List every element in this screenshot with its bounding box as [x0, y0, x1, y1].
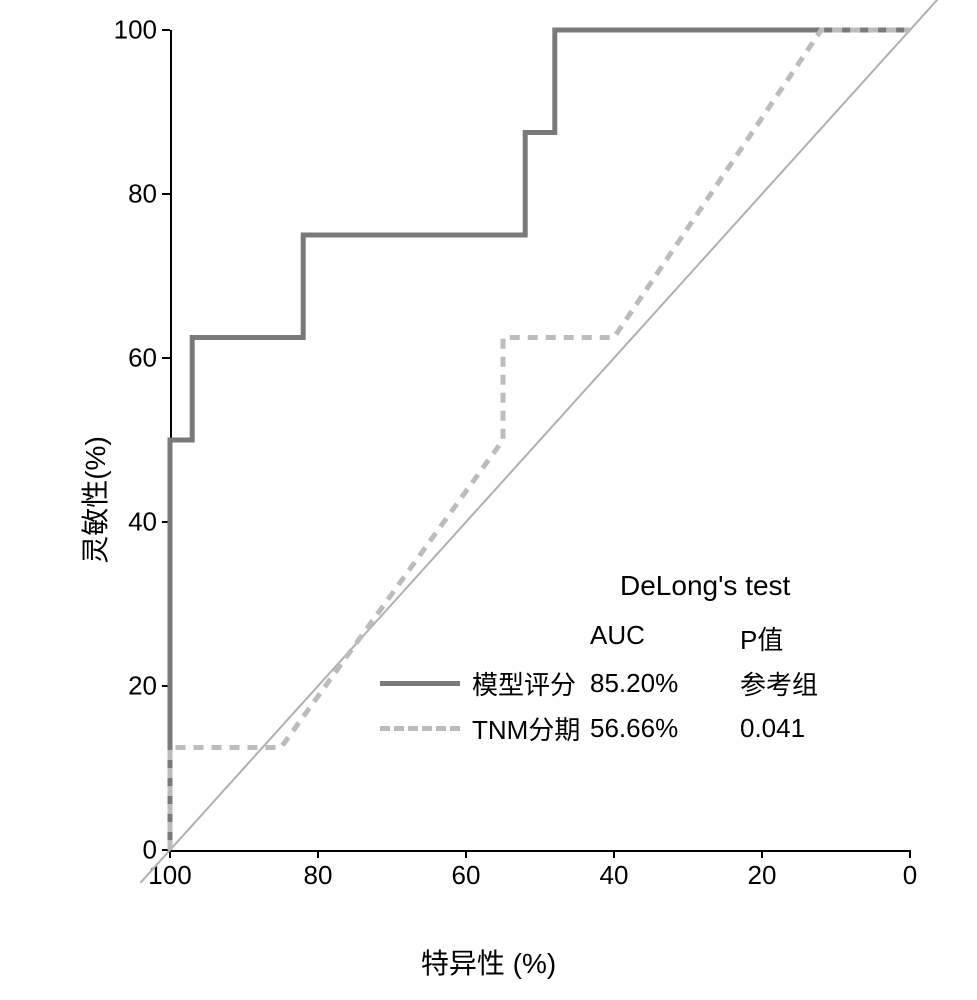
y-axis-label: 灵敏性(%) [74, 436, 114, 564]
legend-series-pvalue: 0.041 [740, 713, 890, 744]
x-tick-label: 60 [452, 860, 481, 891]
x-tick-label: 80 [304, 860, 333, 891]
delong-test-label: DeLong's test [620, 570, 790, 602]
y-tick-mark [162, 357, 170, 359]
x-tick-label: 20 [748, 860, 777, 891]
x-tick-mark [761, 850, 763, 858]
y-tick-label: 40 [128, 507, 157, 538]
legend-series-pvalue: 参考组 [740, 665, 890, 702]
x-tick-mark [465, 850, 467, 858]
legend-series-auc: 56.66% [590, 713, 740, 744]
x-tick-mark [317, 850, 319, 858]
legend-line-sample [380, 681, 460, 686]
roc-chart-container: 020406080100 100806040200 灵敏性(%) 特异性 (%)… [0, 0, 977, 1000]
legend-series-auc: 85.20% [590, 668, 740, 699]
legend-row: 模型评分85.20%参考组 [380, 665, 890, 702]
legend-header: AUC P值 [380, 620, 890, 657]
legend-col-auc: AUC [590, 620, 740, 657]
y-tick-mark [162, 193, 170, 195]
y-tick-label: 60 [128, 343, 157, 374]
legend-line-sample [380, 726, 460, 731]
y-tick-label: 80 [128, 179, 157, 210]
x-axis-label: 特异性 (%) [421, 942, 556, 982]
legend-series-name: TNM分期 [472, 710, 590, 747]
x-tick-label: 100 [148, 860, 191, 891]
x-tick-mark [909, 850, 911, 858]
y-tick-label: 20 [128, 671, 157, 702]
x-tick-label: 40 [600, 860, 629, 891]
x-tick-mark [613, 850, 615, 858]
y-tick-mark [162, 29, 170, 31]
legend-col-p: P值 [740, 620, 890, 657]
x-tick-label: 0 [903, 860, 917, 891]
y-tick-label: 100 [114, 15, 157, 46]
legend-area: AUC P值 模型评分85.20%参考组 TNM分期56.66%0.041 [380, 620, 890, 747]
legend-series-name: 模型评分 [472, 665, 590, 702]
x-axis-line [170, 850, 910, 852]
legend-row: TNM分期56.66%0.041 [380, 710, 890, 747]
